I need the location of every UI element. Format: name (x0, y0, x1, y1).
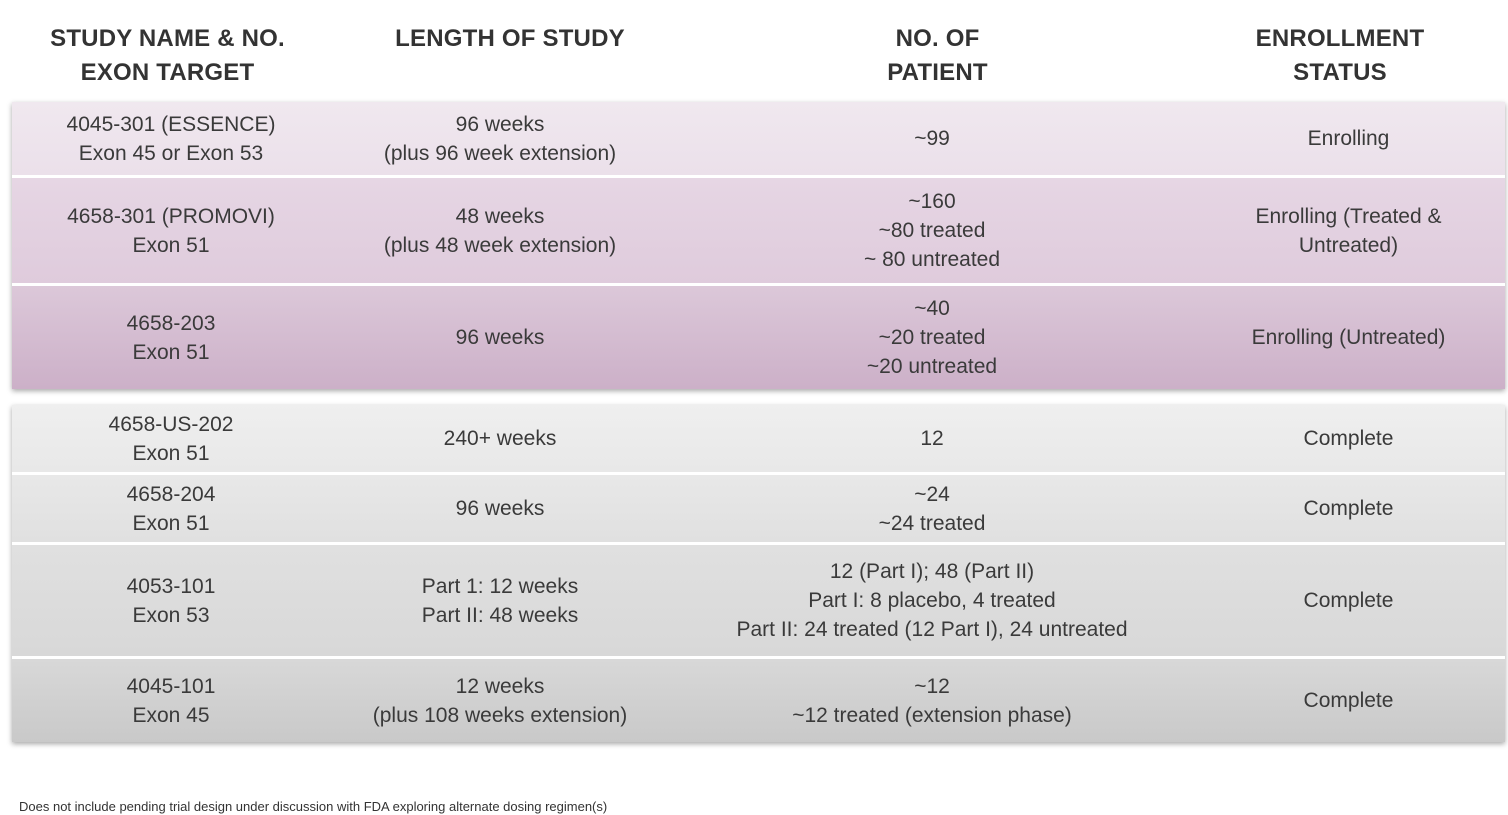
cell-line: Enrolling (Treated & (1255, 204, 1442, 228)
length-cell: 48 weeks (plus 48 week extension) (330, 178, 670, 283)
length-cell: Part 1: 12 weeks Part II: 48 weeks (330, 545, 670, 656)
study-name-cell: 4658-204 Exon 51 (12, 475, 330, 542)
study-name-cell: 4053-101 Exon 53 (12, 545, 330, 656)
table-row: 4045-101 Exon 45 12 weeks (plus 108 week… (12, 659, 1505, 742)
status-cell: Complete (1197, 475, 1500, 542)
header-study-name-line2: EXON TARGET (80, 59, 255, 86)
cell-line: (plus 48 week extension) (383, 233, 617, 257)
cell-line: Exon 45 (132, 703, 210, 727)
cell-line: Complete (1303, 589, 1394, 612)
cell-line: 12 (Part I); 48 (Part II) (829, 560, 1035, 583)
status-cell: Enrolling (Untreated) (1197, 286, 1500, 389)
patients-cell: ~99 (712, 102, 1152, 175)
cell-line: Complete (1303, 497, 1394, 520)
cell-line: ~40 (914, 297, 950, 320)
cell-line: ~20 untreated (866, 355, 998, 378)
header-study-name-line1: STUDY NAME & NO. (50, 25, 285, 52)
cell-line: (plus 96 week extension) (383, 141, 617, 165)
cell-line: Untreated) (1298, 233, 1399, 257)
cell-line: ~24 treated (878, 511, 986, 535)
length-cell: 240+ weeks (330, 405, 670, 472)
cell-line: ~99 (914, 127, 950, 150)
cell-line: 96 weeks (455, 326, 545, 349)
study-name-cell: 4045-101 Exon 45 (12, 659, 330, 742)
cell-line: 4053-101 (126, 574, 216, 598)
table-row: 4658-203 Exon 51 96 weeks ~40 ~20 treate… (12, 286, 1505, 389)
cell-line: ~12 treated (extension phase) (792, 703, 1072, 727)
cell-line: (plus 108 weeks extension) (372, 703, 628, 727)
header-patients-line2: PATIENT (887, 59, 988, 86)
table-row: 4045-301 (ESSENCE) Exon 45 or Exon 53 96… (12, 102, 1505, 178)
cell-line: 4658-301 (PROMOVI) (67, 204, 275, 228)
cell-line: 96 weeks (455, 497, 545, 520)
table-row: 4658-US-202 Exon 51 240+ weeks 12 Comple… (12, 405, 1505, 475)
header-status: ENROLLMENT STATUS (1180, 22, 1500, 90)
length-cell: 96 weeks (330, 475, 670, 542)
header-length-line1: LENGTH OF STUDY (395, 25, 625, 52)
table-row: 4658-301 (PROMOVI) Exon 51 48 weeks (plu… (12, 178, 1505, 286)
status-cell: Complete (1197, 659, 1500, 742)
cell-line: 12 (920, 427, 944, 450)
study-name-cell: 4658-203 Exon 51 (12, 286, 330, 389)
cell-line: 4658-US-202 (108, 412, 234, 436)
status-cell: Enrolling (1197, 102, 1500, 175)
cell-line: Exon 51 (132, 511, 210, 535)
cell-line: Exon 51 (132, 441, 210, 465)
cell-line: Part I: 8 placebo, 4 treated (808, 589, 1056, 612)
length-cell: 12 weeks (plus 108 weeks extension) (330, 659, 670, 742)
study-name-cell: 4658-301 (PROMOVI) Exon 51 (12, 178, 330, 283)
cell-line: ~20 treated (878, 326, 986, 349)
study-name-cell: 4658-US-202 Exon 51 (12, 405, 330, 472)
cell-line: Part 1: 12 weeks (421, 574, 579, 598)
cell-line: ~160 (908, 190, 956, 213)
header-patients: NO. OF PATIENT (720, 22, 1155, 90)
length-cell: 96 weeks (plus 96 week extension) (330, 102, 670, 175)
cell-line: Enrolling (1307, 127, 1390, 150)
header-study-name: STUDY NAME & NO. EXON TARGET (10, 22, 325, 90)
cell-line: 4045-301 (ESSENCE) (66, 112, 276, 136)
table-row: 4658-204 Exon 51 96 weeks ~24 ~24 treate… (12, 475, 1505, 545)
header-patients-line1: NO. OF (895, 25, 980, 52)
cell-line: 4658-203 (126, 311, 216, 335)
cell-line: 12 weeks (455, 674, 545, 698)
patients-cell: ~160 ~80 treated ~ 80 untreated (712, 178, 1152, 283)
cell-line: ~24 (914, 482, 950, 506)
header-length: LENGTH OF STUDY (330, 22, 690, 56)
cell-line: 4045-101 (126, 674, 216, 698)
cell-line: 4658-204 (126, 482, 216, 506)
patients-cell: ~24 ~24 treated (712, 475, 1152, 542)
cell-line: 240+ weeks (443, 427, 557, 450)
status-cell: Complete (1197, 405, 1500, 472)
table-header: STUDY NAME & NO. EXON TARGET LENGTH OF S… (0, 22, 1508, 92)
patients-cell: 12 (712, 405, 1152, 472)
table-row: 4053-101 Exon 53 Part 1: 12 weeks Part I… (12, 545, 1505, 659)
cell-line: Exon 51 (132, 233, 210, 257)
status-cell: Complete (1197, 545, 1500, 656)
study-name-cell: 4045-301 (ESSENCE) Exon 45 or Exon 53 (12, 102, 330, 175)
completed-studies-group: 4658-US-202 Exon 51 240+ weeks 12 Comple… (12, 405, 1505, 742)
cell-line: Complete (1303, 427, 1394, 450)
header-status-line2: STATUS (1293, 59, 1387, 86)
ongoing-studies-group: 4045-301 (ESSENCE) Exon 45 or Exon 53 96… (12, 102, 1505, 389)
cell-line: 96 weeks (455, 112, 545, 136)
cell-line: Exon 45 or Exon 53 (78, 141, 264, 165)
cell-line: Exon 51 (132, 340, 210, 364)
cell-line: Exon 53 (132, 603, 210, 627)
cell-line: ~12 (914, 674, 950, 698)
footnote: Does not include pending trial design un… (19, 799, 608, 814)
cell-line: Part II: 48 weeks (421, 603, 579, 627)
length-cell: 96 weeks (330, 286, 670, 389)
patients-cell: ~40 ~20 treated ~20 untreated (712, 286, 1152, 389)
cell-line: Enrolling (Untreated) (1251, 326, 1446, 349)
cell-line: ~80 treated (878, 219, 986, 242)
patients-cell: ~12 ~12 treated (extension phase) (712, 659, 1152, 742)
cell-line: ~ 80 untreated (863, 248, 1001, 271)
patients-cell: 12 (Part I); 48 (Part II) Part I: 8 plac… (712, 545, 1152, 656)
status-cell: Enrolling (Treated & Untreated) (1197, 178, 1500, 283)
cell-line: 48 weeks (455, 204, 545, 228)
cell-line: Complete (1303, 689, 1394, 712)
cell-line: Part II: 24 treated (12 Part I), 24 untr… (736, 618, 1128, 641)
header-status-line1: ENROLLMENT (1255, 25, 1425, 52)
